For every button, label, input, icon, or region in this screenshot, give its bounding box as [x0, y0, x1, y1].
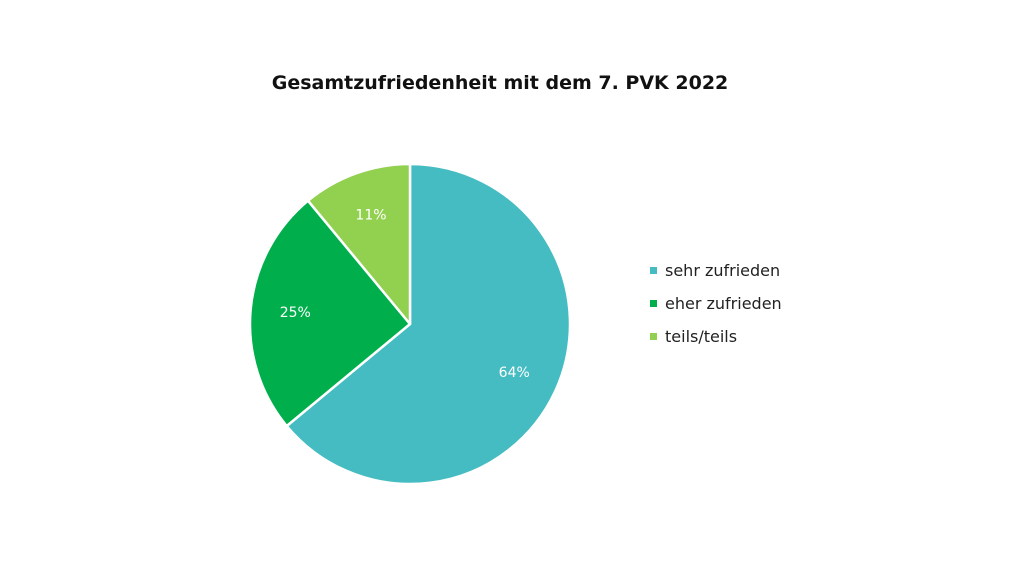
slice-label-3: 11%: [355, 208, 386, 224]
slice-label-1: 64%: [499, 365, 530, 381]
legend-label: eher zufrieden: [665, 294, 782, 313]
pie-slice-2: [248, 199, 412, 428]
legend: sehr zufrieden eher zufrieden teils/teil…: [650, 254, 782, 353]
legend-swatch: [650, 333, 657, 340]
pie-slice-1: [285, 162, 572, 486]
legend-item-teils-teils: teils/teils: [650, 320, 782, 353]
legend-item-sehr-zufrieden: sehr zufrieden: [650, 254, 782, 287]
pie-slice-3: [306, 162, 412, 326]
slice-label-2: 25%: [280, 305, 311, 321]
chart-title: Gesamtzufriedenheit mit dem 7. PVK 2022: [271, 72, 729, 94]
legend-item-eher-zufrieden: eher zufrieden: [650, 287, 782, 320]
legend-label: sehr zufrieden: [665, 261, 781, 280]
legend-swatch: [650, 267, 657, 274]
legend-label: teils/teils: [665, 327, 738, 346]
legend-swatch: [650, 300, 657, 307]
